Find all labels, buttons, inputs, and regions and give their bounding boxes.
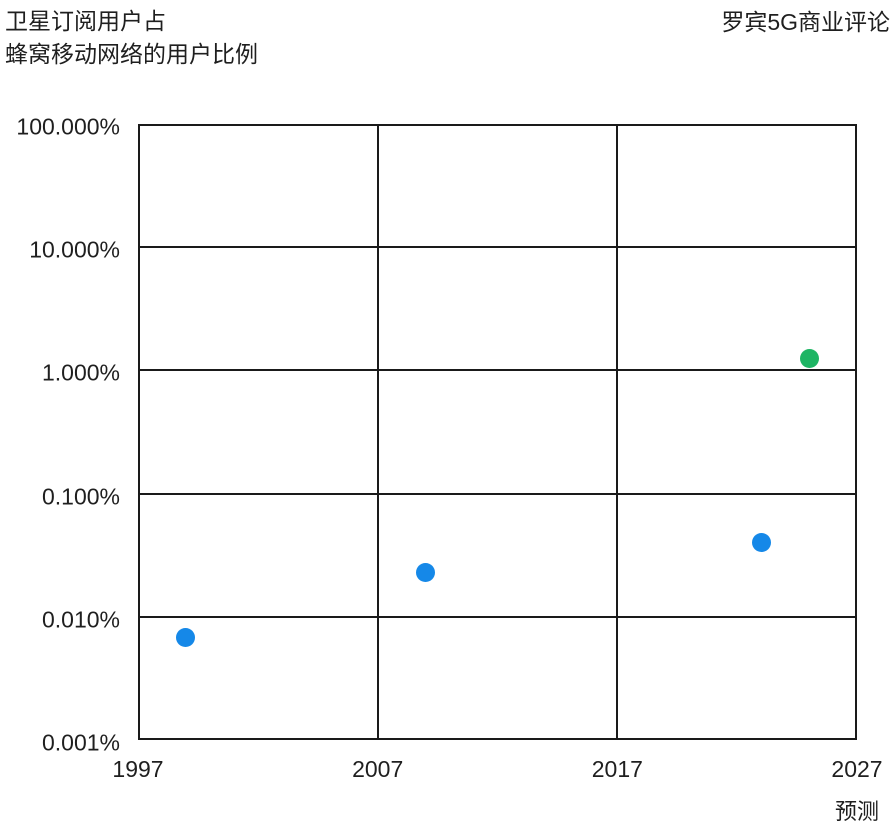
- gridline-horizontal: [138, 493, 857, 495]
- data-point-actual: [751, 533, 771, 553]
- y-tick-label: 10.000%: [29, 236, 120, 263]
- gridline-horizontal: [138, 246, 857, 248]
- data-point-actual: [416, 562, 436, 582]
- y-tick-label: 100.000%: [16, 113, 120, 140]
- gridline-horizontal: [138, 738, 857, 740]
- y-tick-label: 0.001%: [41, 729, 120, 756]
- gridline-vertical: [616, 124, 618, 740]
- gridline-horizontal: [138, 124, 857, 126]
- chart-title-line-2: 蜂窝移动网络的用户比例: [5, 41, 258, 67]
- chart-title-line-1: 卫星订阅用户占: [5, 8, 166, 34]
- plot-area: [138, 124, 857, 740]
- x-tick-label: 2017: [591, 756, 643, 782]
- x-tick-label: 2007: [352, 756, 404, 782]
- gridline-vertical: [138, 124, 140, 740]
- data-point-forecast: [799, 348, 819, 368]
- gridline-horizontal: [138, 616, 857, 618]
- y-tick-label: 0.010%: [41, 606, 120, 633]
- source-label: 罗宾5G商业评论: [721, 9, 890, 35]
- x-tick-label: 2027: [831, 756, 883, 782]
- y-tick-label: 1.000%: [41, 359, 120, 386]
- gridline-vertical: [855, 124, 857, 740]
- gridline-horizontal: [138, 369, 857, 371]
- gridline-vertical: [377, 124, 379, 740]
- y-tick-label: 0.100%: [41, 483, 120, 510]
- data-point-actual: [176, 627, 196, 647]
- x-axis-forecast-note: 预测: [834, 799, 880, 824]
- chart-title: 卫星订阅用户占 蜂窝移动网络的用户比例: [5, 5, 258, 71]
- x-tick-label: 1997: [112, 756, 164, 782]
